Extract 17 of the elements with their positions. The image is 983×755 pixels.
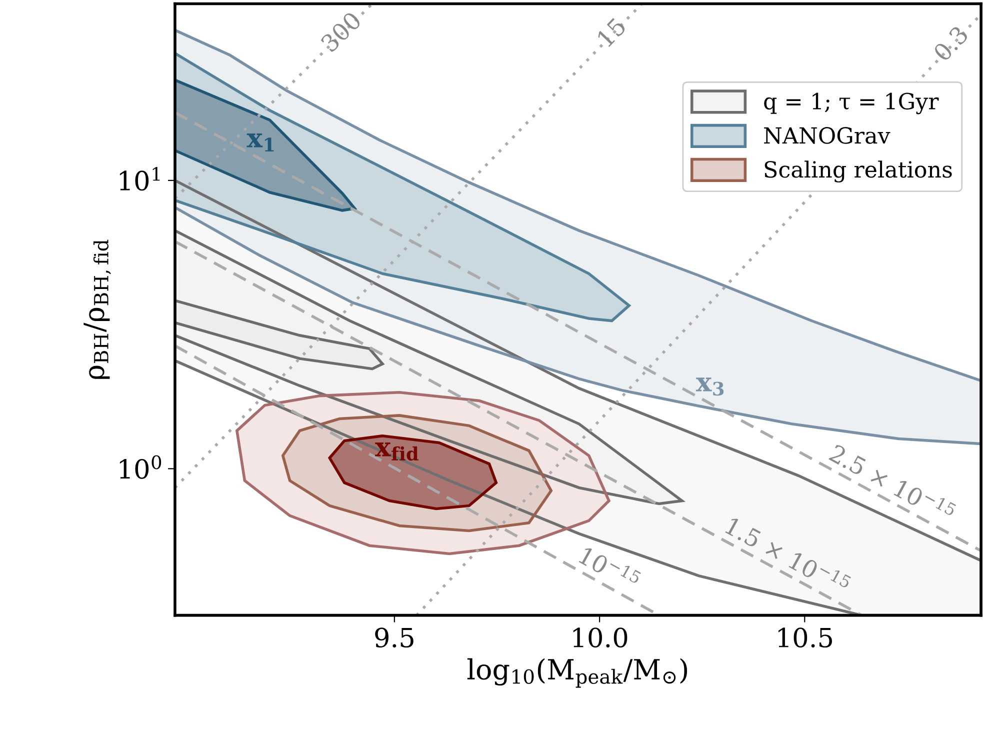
text: 15 bbox=[596, 16, 627, 48]
x-tick-label: 9.5 bbox=[375, 628, 414, 648]
annotation: x$_{fid}$ bbox=[375, 442, 418, 461]
annotation: x$_{3}$ bbox=[696, 378, 724, 396]
text: 10$^{−15}$ bbox=[578, 543, 642, 592]
legend-label: q = 1; τ = 1Gyr bbox=[764, 92, 939, 114]
x-tick-label: 10.5 bbox=[778, 628, 832, 648]
y-axis-title: ρ$_{BH}$/ρ$_{BH,fid}$ bbox=[84, 240, 111, 379]
y-tick-label: 10$^{1}$ bbox=[120, 166, 160, 191]
legend-label: Scaling relations bbox=[764, 160, 952, 182]
text: 0.3 bbox=[932, 24, 969, 62]
legend-label: NANOGrav bbox=[764, 127, 890, 144]
text: 300 bbox=[320, 10, 362, 53]
annotation: x$_{1}$ bbox=[246, 134, 274, 152]
x-tick-label: 10.0 bbox=[573, 628, 628, 648]
x-axis-title: log$_{10}$(M$_{peak}$/M$_{⊙}$) bbox=[467, 658, 688, 688]
y-tick-label: 10$^{0}$ bbox=[120, 455, 162, 479]
